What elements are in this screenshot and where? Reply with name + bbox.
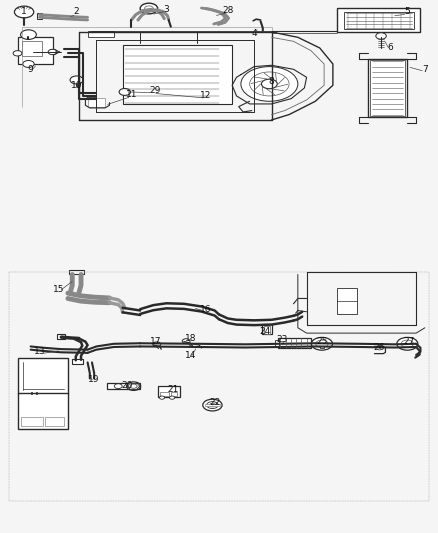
- Circle shape: [114, 384, 122, 389]
- Circle shape: [241, 67, 298, 101]
- Text: 29: 29: [150, 86, 161, 95]
- Circle shape: [145, 6, 153, 11]
- Circle shape: [209, 403, 215, 407]
- Circle shape: [397, 337, 418, 350]
- Text: 1: 1: [21, 7, 27, 17]
- Bar: [88, 98, 105, 107]
- Bar: [337, 288, 357, 314]
- Bar: [45, 417, 64, 426]
- Bar: [171, 392, 177, 396]
- Bar: [275, 340, 279, 346]
- Bar: [160, 392, 169, 396]
- Text: 9: 9: [28, 65, 34, 74]
- Bar: [22, 42, 42, 56]
- Bar: [72, 359, 83, 364]
- Bar: [18, 393, 68, 429]
- Text: 15: 15: [53, 285, 65, 294]
- Text: 22: 22: [209, 398, 220, 407]
- Bar: [337, 8, 420, 32]
- Circle shape: [14, 6, 34, 18]
- Text: 23: 23: [277, 335, 288, 344]
- Circle shape: [182, 339, 190, 344]
- Circle shape: [140, 3, 158, 14]
- Text: 3: 3: [163, 5, 170, 14]
- Text: 25: 25: [316, 337, 328, 345]
- Text: 21: 21: [167, 385, 179, 393]
- Bar: [370, 60, 405, 116]
- Bar: [264, 326, 270, 334]
- Circle shape: [23, 61, 34, 68]
- Circle shape: [170, 396, 175, 399]
- Text: 28: 28: [222, 6, 233, 15]
- Circle shape: [119, 88, 131, 95]
- Text: 8: 8: [268, 77, 275, 86]
- Text: 27: 27: [404, 337, 415, 345]
- Circle shape: [127, 382, 141, 390]
- Text: 16: 16: [200, 305, 212, 313]
- Circle shape: [401, 340, 413, 348]
- Circle shape: [159, 396, 165, 399]
- Bar: [262, 324, 272, 335]
- Circle shape: [250, 72, 289, 96]
- Bar: [368, 59, 407, 117]
- Circle shape: [70, 76, 83, 84]
- Text: 7: 7: [422, 65, 428, 74]
- Circle shape: [203, 399, 222, 411]
- Bar: [18, 37, 53, 64]
- Bar: [320, 345, 324, 348]
- Bar: [107, 383, 140, 389]
- Circle shape: [13, 51, 22, 56]
- Text: 20: 20: [121, 381, 133, 390]
- Text: 2: 2: [74, 7, 79, 17]
- Bar: [57, 335, 65, 340]
- Circle shape: [21, 30, 36, 39]
- Text: 5: 5: [404, 7, 410, 17]
- Bar: [344, 12, 414, 29]
- Text: 4: 4: [251, 29, 257, 38]
- Bar: [123, 45, 232, 104]
- Bar: [18, 358, 68, 394]
- Text: 10: 10: [71, 81, 82, 90]
- Text: 12: 12: [200, 92, 212, 100]
- Bar: [21, 417, 43, 426]
- Text: 17: 17: [150, 337, 161, 345]
- Text: 24: 24: [259, 327, 271, 336]
- Text: 13: 13: [34, 348, 45, 356]
- Text: 6: 6: [387, 44, 393, 52]
- Text: 26: 26: [373, 343, 385, 352]
- Circle shape: [316, 340, 328, 348]
- Bar: [88, 30, 114, 37]
- Text: 14: 14: [185, 351, 196, 360]
- Text: 11: 11: [126, 90, 137, 99]
- Circle shape: [153, 342, 161, 347]
- Text: 19: 19: [88, 375, 100, 384]
- Bar: [205, 404, 220, 406]
- Circle shape: [207, 402, 218, 408]
- Bar: [311, 340, 315, 346]
- Circle shape: [376, 33, 386, 39]
- Bar: [158, 386, 180, 397]
- Circle shape: [130, 384, 137, 388]
- Circle shape: [261, 79, 277, 88]
- Bar: [278, 338, 311, 348]
- Text: 18: 18: [185, 334, 196, 343]
- Circle shape: [311, 337, 332, 350]
- Bar: [37, 13, 42, 19]
- Bar: [69, 270, 84, 274]
- Circle shape: [48, 49, 57, 55]
